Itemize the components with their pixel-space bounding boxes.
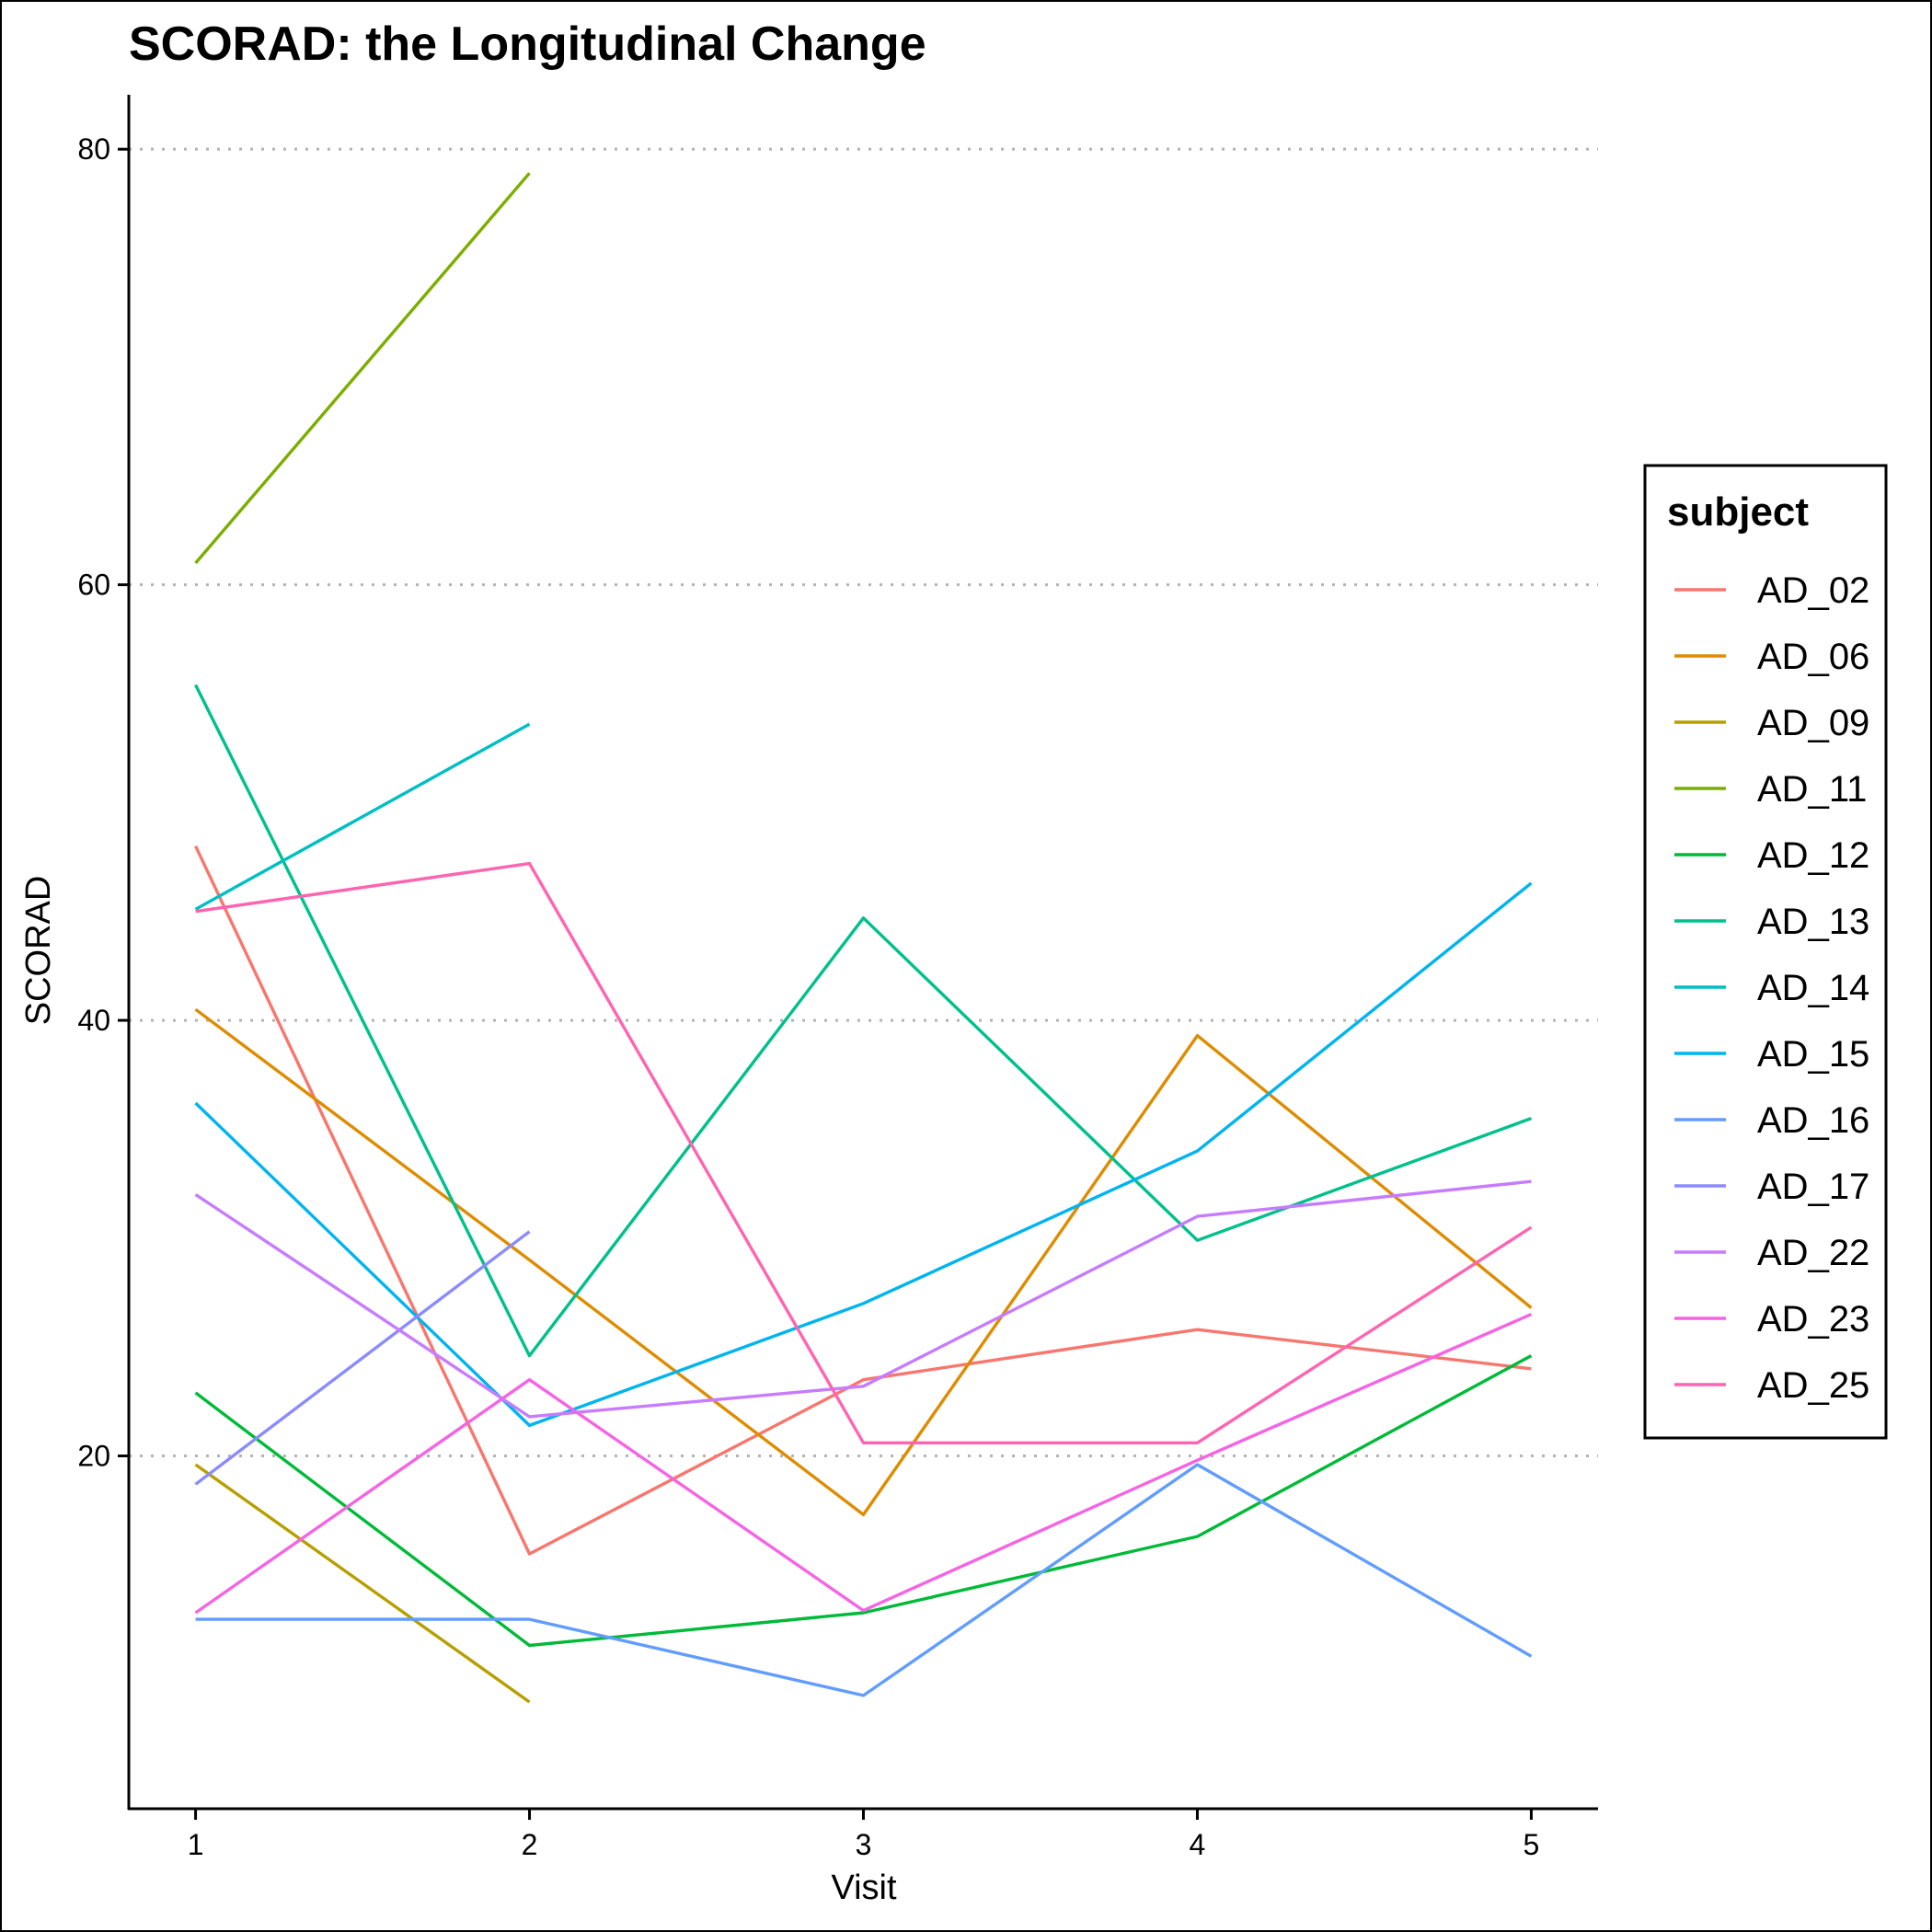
series-line-ad-23	[194, 1313, 1533, 1615]
series-line-ad-25	[195, 861, 1533, 1445]
legend-item: AD_22	[1674, 1233, 1869, 1273]
series-line-ad-06	[194, 1007, 1533, 1517]
series-line-ad-02	[194, 845, 1532, 1556]
series-line-ad-12	[194, 1354, 1533, 1648]
legend-item: AD_13	[1674, 902, 1869, 942]
legend-label: AD_16	[1757, 1100, 1869, 1141]
x-tick-label: 4	[1190, 1828, 1206, 1861]
y-axis-ticks: 20 40 60 80	[77, 132, 129, 1473]
legend-item: AD_16	[1674, 1100, 1869, 1141]
y-tick-label: 20	[77, 1440, 110, 1473]
legend-label: AD_13	[1757, 902, 1869, 942]
legend-items: AD_02 AD_06 AD_09 AD_11 AD_12 AD_13 AD_14 AD_15…	[1674, 570, 1869, 1406]
chart-title: SCORAD: the Longitudinal Change	[129, 17, 926, 71]
legend-label: AD_15	[1757, 1034, 1869, 1075]
legend: subject AD_02AD_06AD_09AD_11AD_12AD_13AD…	[1643, 464, 1888, 1440]
series-lines	[194, 172, 1533, 1704]
legend-label: AD_11	[1757, 769, 1867, 810]
series-line-ad-11	[194, 172, 531, 565]
y-axis-label: SCORAD	[19, 876, 58, 1026]
legend-item: AD_02	[1674, 570, 1869, 611]
legend-item: AD_25	[1674, 1365, 1869, 1406]
series-line-ad-13	[194, 684, 1532, 1358]
legend-item: AD_15	[1674, 1034, 1869, 1075]
legend-label: AD_23	[1757, 1299, 1869, 1340]
legend-item: AD_06	[1674, 637, 1869, 677]
legend-item: AD_11	[1674, 769, 1867, 810]
series-line-ad-14	[194, 722, 531, 911]
legend-box	[1643, 464, 1888, 1440]
x-axis-label: Visit	[831, 1869, 897, 1907]
y-tick-label: 60	[77, 569, 110, 602]
legend-item: AD_23	[1674, 1299, 1869, 1340]
x-tick-label: 3	[856, 1828, 872, 1861]
legend-label: AD_17	[1757, 1167, 1869, 1207]
series-line-ad-09	[194, 1463, 531, 1704]
legend-label: AD_06	[1757, 637, 1869, 677]
legend-label: AD_22	[1757, 1233, 1869, 1273]
x-axis-ticks: 1 2 3 4 5	[188, 1809, 1540, 1861]
series-line-ad-22	[194, 1179, 1532, 1419]
y-tick-label: 80	[77, 132, 110, 166]
gridlines	[129, 147, 1598, 1458]
legend-title: subject	[1667, 489, 1809, 535]
legend-item: AD_17	[1674, 1167, 1869, 1207]
series-line-ad-15	[194, 881, 1533, 1428]
legend-item: AD_14	[1674, 968, 1869, 1008]
legend-label: AD_09	[1757, 703, 1869, 743]
legend-label: AD_25	[1757, 1365, 1869, 1406]
x-tick-label: 1	[188, 1828, 204, 1861]
series-line-ad-16	[195, 1463, 1533, 1697]
legend-item: AD_09	[1674, 703, 1869, 743]
legend-label: AD_14	[1757, 968, 1869, 1008]
y-tick-label: 40	[77, 1004, 110, 1037]
series-line-ad-17	[194, 1230, 531, 1486]
legend-label: AD_02	[1757, 570, 1869, 611]
x-tick-label: 2	[522, 1828, 538, 1861]
legend-item: AD_12	[1674, 835, 1869, 876]
x-tick-label: 5	[1524, 1828, 1540, 1861]
legend-label: AD_12	[1757, 835, 1869, 876]
